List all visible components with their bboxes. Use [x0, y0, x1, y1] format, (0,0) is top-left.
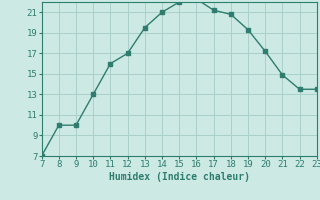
X-axis label: Humidex (Indice chaleur): Humidex (Indice chaleur) [109, 172, 250, 182]
